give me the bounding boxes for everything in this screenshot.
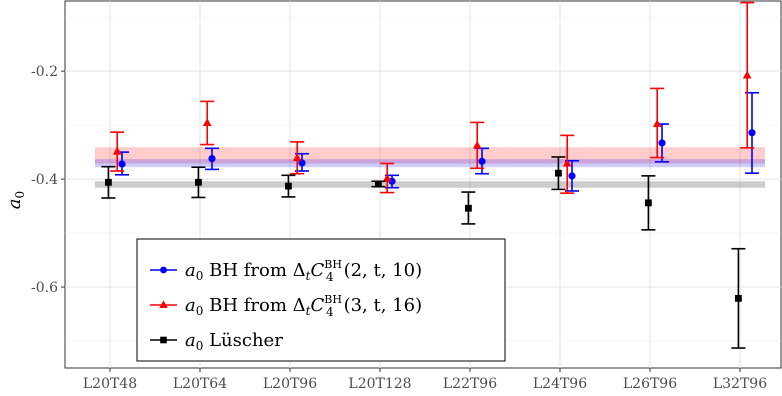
legend-superscript: BH [324,293,342,306]
y-axis-title: a0 [4,191,27,209]
legend-symbol: a [185,260,196,281]
data-point [375,180,382,188]
legend-text-main: BH from Δ [203,260,305,281]
data-point [568,172,576,180]
legend-label-bh2: a0 BH from ΔtCBH 4 (2, t, 10) [185,258,422,284]
x-tick-label: L26T96 [623,376,677,392]
legend-subscript: t [306,304,311,318]
data-point [645,199,652,207]
data-point [478,157,486,165]
axes: -0.2 -0.4 -0.6 L20T48 L20T64 L20T96 L20T128 L22… [31,64,767,392]
y-tick-label: -0.6 [31,280,58,296]
data-point [735,294,742,302]
legend-subscript: 0 [196,269,204,283]
series-luscher [101,156,746,349]
band-bh3 [95,147,765,164]
data-point [285,182,292,190]
x-tick-label: L20T64 [173,376,227,392]
data-point [202,118,212,126]
y-axis-title-symbol: a [4,198,25,209]
data-series [101,1,759,349]
data-point [292,153,302,162]
legend-key-marker [159,300,168,308]
y-tick-label: -0.2 [31,64,58,80]
data-point [112,146,122,155]
y-tick-label: -0.4 [31,172,58,188]
legend-subscript: 4 [326,270,334,284]
legend-superscript: BH [324,258,342,271]
mean-bands [95,147,765,188]
legend-text-main: BH from Δ [203,295,305,316]
legend-key-marker [160,266,167,274]
data-point [298,159,306,167]
legend-args: (2, t, 10) [344,260,423,281]
x-tick-label: L32T96 [713,376,767,392]
legend-key-marker [160,336,167,344]
data-point [195,178,202,186]
legend-symbol: C [310,295,324,316]
data-point [382,173,392,182]
data-point [748,129,756,137]
legend-symbol: a [185,295,196,316]
legend-key-bh2 [150,266,177,274]
data-point [472,140,482,149]
data-point [562,158,572,167]
legend: a0 BH from ΔtCBH 4 (2, t, 10)a0 BH from Δt… [136,238,506,362]
data-point [742,70,752,79]
legend-label-luscher: a0 Lüscher [185,330,283,353]
band-bh2 [95,159,765,168]
x-tick-label: L20T96 [263,376,317,392]
data-point [208,154,216,163]
band-luscher [95,181,765,188]
series-bh3 [110,1,755,194]
legend-subscript: 0 [196,339,204,353]
legend-symbol: C [310,260,324,281]
data-point [118,160,126,168]
data-point [555,169,562,177]
x-tick-label: L20T48 [83,376,137,392]
x-tick-label: L22T96 [443,376,497,392]
x-tick-label: L24T96 [533,376,587,392]
legend-key-luscher [150,336,177,344]
x-tick-label: L20T128 [348,376,411,392]
data-point [105,178,112,186]
legend-label-bh3: a0 BH from ΔtCBH 4 (3, t, 16) [185,293,422,319]
legend-box [136,238,506,362]
legend-subscript: t [306,269,311,283]
y-axis-title-subscript: 0 [13,191,27,199]
legend-key-bh3 [150,300,177,308]
legend-subscript: 4 [326,305,334,319]
data-point [658,139,666,147]
legend-subscript: 0 [196,304,204,318]
legend-symbol: a [185,330,196,351]
legend-args: (3, t, 16) [344,295,423,316]
data-point [652,119,662,128]
legend-text-main: Lüscher [203,330,283,351]
data-point [465,204,472,212]
